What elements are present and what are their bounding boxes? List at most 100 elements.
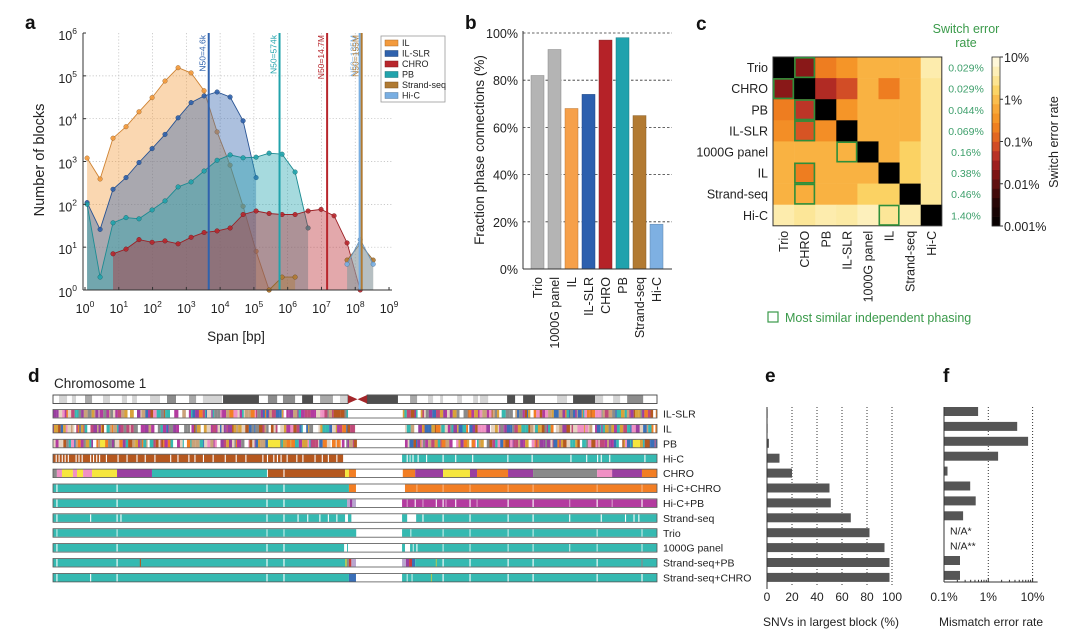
haplotype-block bbox=[638, 409, 641, 418]
haplotype-block bbox=[290, 424, 294, 433]
data-point-il bbox=[227, 162, 233, 168]
haplotype-block bbox=[151, 424, 155, 433]
tick-label-exponent: 3 bbox=[191, 299, 196, 309]
haplotype-block bbox=[293, 409, 298, 418]
haplotype-block bbox=[128, 439, 133, 448]
area-strand-seq bbox=[269, 277, 296, 290]
heatmap-cell bbox=[878, 99, 900, 121]
haplotype-block bbox=[444, 424, 447, 433]
y-tick-label: 104 bbox=[58, 112, 77, 129]
block-boundary bbox=[75, 454, 77, 463]
data-point-chro bbox=[123, 246, 129, 252]
data-point-pb bbox=[149, 207, 155, 213]
heatmap-cell bbox=[920, 120, 943, 142]
data-point-pb bbox=[175, 184, 181, 190]
data-point-chro bbox=[331, 213, 337, 219]
haplotype-block bbox=[183, 439, 188, 448]
haplotype-block bbox=[336, 409, 341, 418]
y-tick-label: 100% bbox=[486, 27, 518, 41]
haplotype-block bbox=[354, 424, 356, 433]
most-similar-highlight bbox=[878, 204, 900, 226]
block-boundary bbox=[469, 514, 471, 522]
heatmap-cell bbox=[836, 162, 858, 184]
haplotype-block bbox=[314, 409, 317, 418]
tick-label-base: 10 bbox=[143, 302, 157, 316]
haplotype-block bbox=[53, 424, 54, 433]
haplotype-block bbox=[53, 484, 349, 493]
ideogram-band bbox=[595, 395, 604, 403]
tick-label-exponent: 8 bbox=[360, 299, 365, 309]
ideogram-band bbox=[267, 395, 278, 403]
haplotype-block bbox=[342, 424, 347, 433]
haplotype-block bbox=[207, 409, 212, 418]
haplotype-block bbox=[591, 439, 596, 448]
x-tick-label: 106 bbox=[278, 299, 297, 316]
haplotype-block bbox=[492, 409, 494, 418]
haplotype-block bbox=[137, 409, 141, 418]
haplotype-block bbox=[200, 424, 204, 433]
haplotype-block bbox=[469, 439, 472, 448]
heatmap-cell bbox=[815, 162, 837, 184]
haplotype-block bbox=[155, 439, 159, 448]
block-boundary bbox=[314, 454, 316, 463]
haplotype-block bbox=[488, 409, 492, 418]
haplotype-block bbox=[568, 409, 571, 418]
haplotype-block bbox=[655, 409, 658, 418]
haplotype-block bbox=[581, 409, 583, 418]
bar-hi-c bbox=[649, 223, 664, 270]
data-point-pb bbox=[292, 169, 298, 175]
haplotype-block bbox=[424, 409, 426, 418]
haplotype-block bbox=[569, 409, 574, 418]
haplotype-block bbox=[76, 409, 79, 418]
haplotype-block bbox=[318, 439, 320, 448]
heatmap-cell bbox=[815, 204, 837, 227]
colorbar-step bbox=[992, 188, 1000, 199]
haplotype-block bbox=[134, 439, 136, 448]
haplotype-block bbox=[67, 409, 72, 418]
haplotype-block bbox=[630, 409, 634, 418]
block-boundary bbox=[90, 573, 92, 582]
haplotype-block bbox=[478, 439, 481, 448]
haplotype-block bbox=[221, 424, 224, 433]
row-label: Strand-seq bbox=[707, 188, 768, 202]
haplotype-block bbox=[616, 439, 619, 448]
haplotype-block bbox=[402, 558, 406, 567]
x-tick-label: Trio bbox=[531, 277, 545, 298]
haplotype-block bbox=[72, 469, 78, 478]
legend-swatch-il bbox=[384, 39, 399, 47]
legend-swatch-hi-c bbox=[384, 92, 399, 99]
block-boundary bbox=[442, 529, 444, 537]
haplotype-block bbox=[307, 439, 310, 448]
bar-hi-c-pb bbox=[767, 498, 831, 508]
haplotype-block bbox=[346, 409, 349, 418]
haplotype-block bbox=[344, 409, 347, 418]
y-tick-label: 101 bbox=[58, 240, 77, 257]
haplotype-block bbox=[249, 439, 253, 448]
block-boundary bbox=[570, 454, 572, 463]
heatmap-cell bbox=[794, 78, 816, 100]
haplotype-block bbox=[74, 424, 77, 433]
haplotype-block bbox=[141, 439, 144, 448]
data-point-hi-c bbox=[370, 261, 376, 267]
block-boundary bbox=[532, 544, 534, 552]
haplotype-block bbox=[302, 439, 306, 448]
column-label: CHRO bbox=[798, 231, 812, 268]
haplotype-block bbox=[549, 439, 551, 448]
haplotype-block bbox=[477, 409, 480, 418]
track-strand-seq: Strand-seq bbox=[52, 513, 715, 525]
haplotype-block bbox=[237, 409, 240, 418]
block-boundary bbox=[531, 454, 533, 463]
colorbar-step bbox=[992, 57, 1000, 67]
block-boundary bbox=[321, 454, 323, 463]
haplotype-block bbox=[326, 439, 331, 448]
haplotype-block bbox=[506, 424, 511, 433]
haplotype-block bbox=[586, 409, 590, 418]
haplotype-block bbox=[402, 499, 657, 507]
haplotype-block bbox=[268, 409, 270, 418]
data-point-il bbox=[123, 124, 129, 130]
colorbar-step bbox=[992, 150, 1000, 161]
panel-d-tracks: IL-SLR IL PB Hi-C CHRO Hi-C+CHRO Hi-C+PB Strand… bbox=[52, 394, 751, 584]
haplotype-block bbox=[332, 424, 336, 433]
haplotype-block bbox=[320, 424, 323, 433]
haplotype-block bbox=[302, 424, 307, 433]
